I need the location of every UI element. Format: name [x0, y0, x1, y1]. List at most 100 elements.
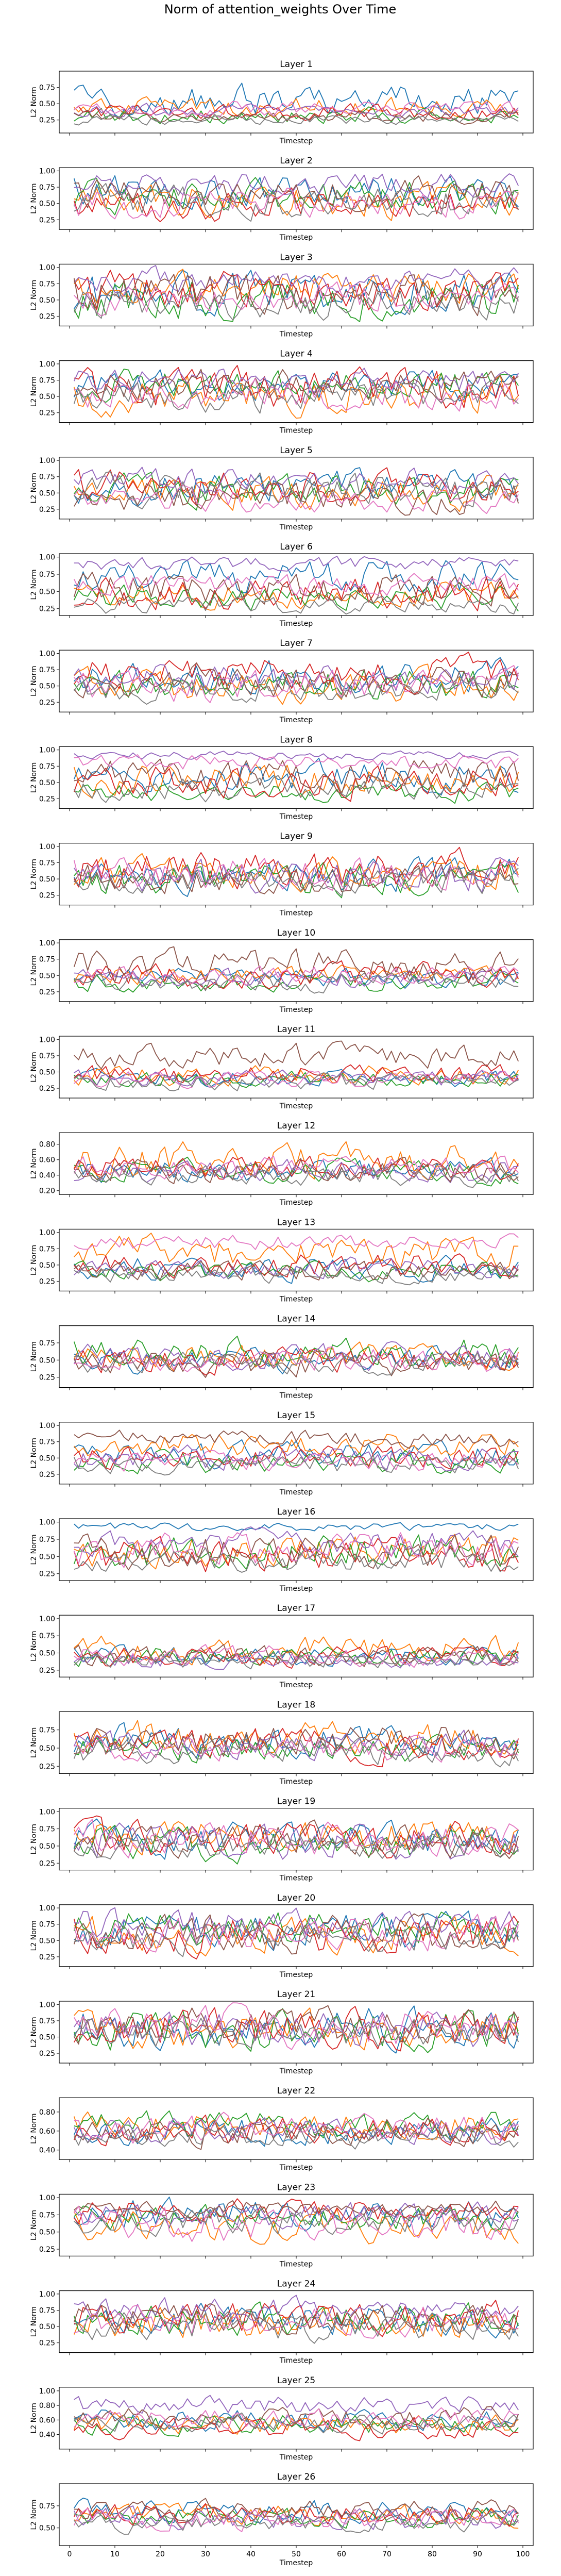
y-tick-label: 1.00: [39, 939, 55, 948]
subplot-title: Layer 13: [277, 1217, 315, 1227]
series-line-7: [73, 857, 519, 891]
series-line-2: [74, 96, 519, 119]
series-line-4: [74, 2503, 519, 2527]
y-tick-label: 1.00: [39, 1422, 55, 1430]
series-line-1: [74, 2005, 519, 2054]
y-tick-label: 0.25: [39, 1471, 55, 1479]
subplot-title: Layer 10: [277, 928, 315, 938]
y-tick-label: 0.25: [39, 892, 55, 900]
y-tick-label: 0.75: [39, 666, 55, 674]
series-line-7: [73, 1155, 519, 1179]
series-line-5: [74, 556, 519, 572]
figure-suptitle: Norm of attention_weights Over Time: [164, 2, 396, 16]
y-tick-label: 0.50: [39, 972, 55, 980]
series-line-6: [73, 572, 519, 607]
series-line-8: [73, 1737, 519, 1768]
y-tick-label: 0.50: [39, 1842, 55, 1851]
series-line-6: [74, 662, 519, 699]
y-axis-label: L2 Norm: [30, 87, 38, 117]
series-line-4: [73, 1916, 519, 1960]
series-line-6: [74, 1819, 519, 1859]
y-tick-label: 0.75: [39, 1536, 55, 1544]
x-axis-label: Timestep: [279, 2357, 313, 2365]
y-tick-label: 0.25: [39, 795, 55, 803]
y-tick-label: 0.75: [39, 571, 55, 579]
y-axis-label: L2 Norm: [30, 1824, 38, 1854]
y-tick-label: 1.00: [39, 168, 55, 176]
subplot-layer-23: Layer 23 0.25 0.50 0.75 1.00 Timestep L2 Norm: [30, 2182, 534, 2268]
x-axis-label: Timestep: [279, 909, 313, 918]
series-line-2: [74, 475, 519, 512]
series-line-3: [73, 582, 519, 612]
subplot-title: Layer 18: [277, 1700, 315, 1710]
x-tick-label: 100: [516, 2550, 530, 2558]
y-tick-label: 0.80: [39, 1141, 55, 1149]
series-line-8: [74, 1921, 519, 1957]
series-line-2: [73, 1821, 519, 1856]
series-line-4: [73, 2114, 519, 2147]
x-tick-label: 30: [201, 2550, 210, 2558]
y-tick-label: 0.60: [39, 2128, 55, 2136]
subplot-title: Layer 22: [277, 2086, 315, 2096]
x-axis-label: Timestep: [279, 2559, 313, 2567]
series-line-6: [74, 369, 519, 401]
y-tick-label: 0.25: [39, 1277, 55, 1286]
subplot-layer-7: Layer 7 0.25 0.50 0.75 1.00 Timestep L2 Norm: [30, 638, 534, 724]
series-line-8: [74, 471, 519, 510]
subplot-title: Layer 26: [277, 2472, 315, 2482]
series-line-5: [74, 1158, 519, 1184]
series-line-3: [74, 1647, 519, 1667]
y-tick-label: 0.25: [39, 117, 55, 125]
subplot-title: Layer 20: [277, 1893, 315, 1903]
subplot-title: Layer 24: [277, 2279, 315, 2289]
series-line-7: [74, 1450, 519, 1472]
x-tick-label: 20: [156, 2550, 165, 2558]
series-line-8: [74, 2016, 519, 2049]
x-axis-label: Timestep: [279, 1777, 313, 1786]
series-line-7: [74, 1819, 519, 1858]
y-axis-label: L2 Norm: [30, 280, 38, 310]
subplot-title: Layer 9: [280, 832, 313, 842]
series-line-7: [73, 187, 519, 220]
y-tick-label: 0.25: [39, 2050, 55, 2058]
subplot-title: Layer 2: [280, 156, 313, 166]
series-line-3: [73, 2301, 519, 2336]
subplot-layer-16: Layer 16 0.25 0.50 0.75 1.00 Timestep L2 Norm: [30, 1507, 534, 1593]
series-line-6: [74, 863, 519, 894]
series-line-1: [74, 2302, 519, 2339]
series-line-2: [74, 181, 519, 221]
x-axis-label: Timestep: [279, 427, 313, 435]
series-line-8: [74, 595, 519, 615]
x-axis-label: Timestep: [279, 1971, 313, 1979]
subplot-title: Layer 5: [280, 445, 313, 456]
y-tick-label: 0.75: [39, 1632, 55, 1640]
y-tick-label: 0.25: [39, 216, 55, 224]
subplot-layer-20: Layer 20 0.25 0.50 0.75 1.00 Timestep L2 Norm: [30, 1893, 534, 1979]
series-line-4: [74, 1727, 519, 1768]
series-line-8: [74, 115, 519, 126]
series-line-5: [74, 1907, 519, 1941]
series-line-8: [74, 1165, 519, 1188]
x-axis-label: Timestep: [279, 1295, 313, 1303]
y-tick-label: 0.80: [39, 2402, 55, 2410]
series-line-3: [73, 1912, 519, 1946]
y-tick-label: 0.25: [39, 1859, 55, 1868]
subplot-title: Layer 17: [277, 1603, 315, 1614]
subplot-layer-8: Layer 8 0.25 0.50 0.75 1.00 Timestep L2 Norm: [30, 735, 534, 821]
y-axis-label: L2 Norm: [30, 569, 38, 600]
subplot-title: Layer 1: [280, 59, 313, 70]
series-line-7: [74, 484, 519, 514]
subplot-layer-2: Layer 2 0.25 0.50 0.75 1.00 Timestep L2 Norm: [30, 156, 534, 242]
series-line-6: [74, 2118, 519, 2150]
series-line-8: [74, 182, 519, 222]
subplot-title: Layer 7: [280, 638, 313, 649]
series-line-3: [73, 1336, 519, 1368]
y-tick-label: 0.40: [39, 1172, 55, 1180]
y-tick-label: 0.25: [39, 1085, 55, 1093]
series-line-2: [74, 663, 519, 705]
y-tick-label: 0.75: [39, 859, 55, 867]
x-axis-label: Timestep: [279, 620, 313, 628]
series-line-8: [74, 1072, 519, 1091]
y-tick-label: 0.50: [39, 1744, 55, 1753]
subplot-title: Layer 25: [277, 2375, 315, 2386]
